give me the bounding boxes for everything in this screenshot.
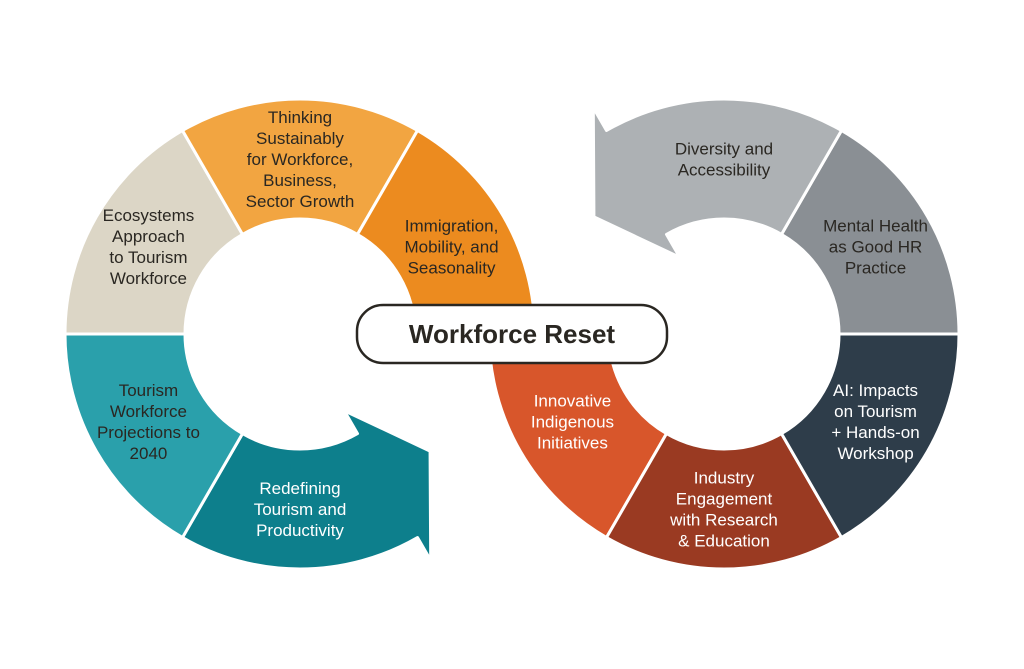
label-immigration: Immigration,Mobility, andSeasonality [404,217,498,278]
label-innovative: InnovativeIndigenousInitiatives [531,392,614,453]
infinity-diagram: EcosystemsApproachto TourismWorkforceThi… [0,0,1024,669]
center-title: Workforce Reset [409,319,615,349]
label-redefining: RedefiningTourism andProductivity [254,479,347,540]
